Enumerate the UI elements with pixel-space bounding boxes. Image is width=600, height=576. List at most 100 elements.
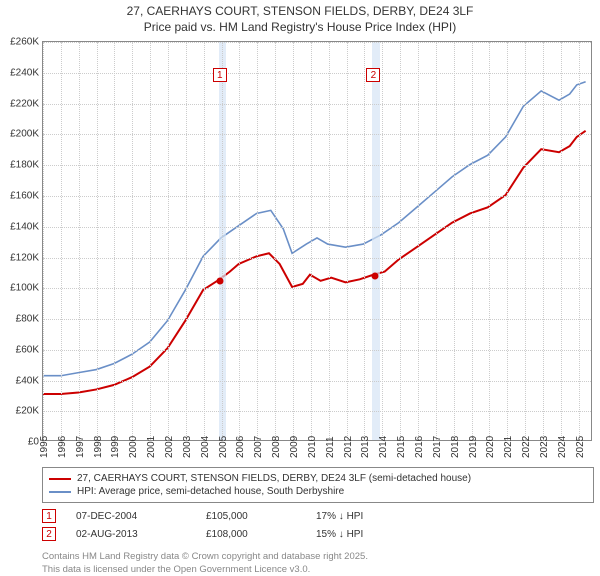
- gridline-v: [400, 42, 401, 440]
- sale-events-table: 107-DEC-2004£105,00017% ↓ HPI202-AUG-201…: [42, 507, 594, 543]
- x-axis-label: 1998: [91, 436, 104, 458]
- copyright-line-2: This data is licensed under the Open Gov…: [42, 564, 594, 576]
- y-axis-label: £80K: [16, 314, 43, 325]
- y-axis-label: £160K: [10, 191, 43, 202]
- series-price_paid: [43, 131, 586, 394]
- gridline-v: [507, 42, 508, 440]
- x-axis-label: 2021: [501, 436, 514, 458]
- title-line-1: 27, CAERHAYS COURT, STENSON FIELDS, DERB…: [0, 4, 600, 20]
- x-axis-label: 2010: [305, 436, 318, 458]
- y-axis-label: £200K: [10, 129, 43, 140]
- sale-event-date: 02-AUG-2013: [76, 529, 186, 540]
- gridline-v: [472, 42, 473, 440]
- gridline-h: [43, 165, 591, 166]
- x-axis-label: 2009: [287, 436, 300, 458]
- sale-event-delta: 17% ↓ HPI: [316, 511, 363, 522]
- gridline-h: [43, 288, 591, 289]
- gridline-v: [168, 42, 169, 440]
- gridline-h: [43, 319, 591, 320]
- gridline-h: [43, 258, 591, 259]
- x-axis-label: 2001: [144, 436, 157, 458]
- y-axis-label: £120K: [10, 252, 43, 263]
- y-axis-label: £60K: [16, 344, 43, 355]
- gridline-v: [114, 42, 115, 440]
- y-axis-label: £240K: [10, 67, 43, 78]
- gridline-v: [275, 42, 276, 440]
- y-axis-label: £220K: [10, 98, 43, 109]
- x-axis-label: 1999: [108, 436, 121, 458]
- x-axis-label: 2014: [376, 436, 389, 458]
- gridline-h: [43, 104, 591, 105]
- sale-event-row: 202-AUG-2013£108,00015% ↓ HPI: [42, 525, 594, 543]
- price-point-dot: [217, 277, 224, 284]
- x-axis-label: 2018: [448, 436, 461, 458]
- x-axis-label: 2013: [358, 436, 371, 458]
- gridline-v: [204, 42, 205, 440]
- x-axis-label: 2003: [180, 436, 193, 458]
- sale-event-row: 107-DEC-2004£105,00017% ↓ HPI: [42, 507, 594, 525]
- legend: 27, CAERHAYS COURT, STENSON FIELDS, DERB…: [42, 467, 594, 503]
- x-axis-label: 2025: [573, 436, 586, 458]
- legend-label: HPI: Average price, semi-detached house,…: [77, 486, 344, 497]
- gridline-v: [489, 42, 490, 440]
- x-axis-label: 2005: [216, 436, 229, 458]
- x-axis-label: 2004: [198, 436, 211, 458]
- gridline-v: [239, 42, 240, 440]
- gridline-v: [382, 42, 383, 440]
- y-axis-label: £180K: [10, 160, 43, 171]
- gridline-v: [329, 42, 330, 440]
- x-axis-label: 1995: [37, 436, 50, 458]
- gridline-h: [43, 411, 591, 412]
- y-axis-label: £140K: [10, 221, 43, 232]
- chart-plot-area: £0£20K£40K£60K£80K£100K£120K£140K£160K£1…: [42, 41, 592, 441]
- gridline-v: [364, 42, 365, 440]
- sale-event-marker: 2: [42, 527, 56, 541]
- gridline-v: [150, 42, 151, 440]
- gridline-h: [43, 42, 591, 43]
- chart-title: 27, CAERHAYS COURT, STENSON FIELDS, DERB…: [0, 0, 600, 35]
- legend-label: 27, CAERHAYS COURT, STENSON FIELDS, DERB…: [77, 473, 471, 484]
- x-axis-label: 1997: [73, 436, 86, 458]
- y-axis-label: £40K: [16, 375, 43, 386]
- gridline-v: [43, 42, 44, 440]
- x-axis-label: 2011: [323, 437, 336, 459]
- gridline-h: [43, 350, 591, 351]
- x-axis-label: 2017: [430, 436, 443, 458]
- x-axis-label: 2006: [233, 436, 246, 458]
- gridline-h: [43, 381, 591, 382]
- legend-swatch: [49, 478, 71, 480]
- legend-row: 27, CAERHAYS COURT, STENSON FIELDS, DERB…: [49, 472, 587, 485]
- x-axis-label: 2007: [251, 436, 264, 458]
- gridline-v: [418, 42, 419, 440]
- gridline-v: [61, 42, 62, 440]
- gridline-v: [561, 42, 562, 440]
- gridline-v: [97, 42, 98, 440]
- sale-event-date: 07-DEC-2004: [76, 511, 186, 522]
- gridline-v: [525, 42, 526, 440]
- x-axis-label: 2019: [466, 436, 479, 458]
- price-point-dot: [371, 273, 378, 280]
- y-axis-label: £20K: [16, 406, 43, 417]
- gridline-v: [257, 42, 258, 440]
- x-axis-label: 2002: [162, 436, 175, 458]
- x-axis-label: 2023: [537, 436, 550, 458]
- chart-marker: 1: [213, 68, 227, 82]
- x-axis-label: 2012: [341, 436, 354, 458]
- gridline-v: [436, 42, 437, 440]
- y-axis-label: £260K: [10, 37, 43, 48]
- x-axis-label: 1996: [55, 436, 68, 458]
- gridline-v: [543, 42, 544, 440]
- sale-event-price: £105,000: [206, 511, 296, 522]
- x-axis-label: 2000: [126, 436, 139, 458]
- gridline-h: [43, 196, 591, 197]
- copyright: Contains HM Land Registry data © Crown c…: [42, 551, 594, 576]
- gridline-h: [43, 134, 591, 135]
- title-line-2: Price paid vs. HM Land Registry's House …: [0, 20, 600, 36]
- gridline-v: [79, 42, 80, 440]
- chart-marker: 2: [366, 68, 380, 82]
- gridline-v: [132, 42, 133, 440]
- gridline-v: [454, 42, 455, 440]
- sale-event-delta: 15% ↓ HPI: [316, 529, 363, 540]
- gridline-v: [293, 42, 294, 440]
- gridline-h: [43, 227, 591, 228]
